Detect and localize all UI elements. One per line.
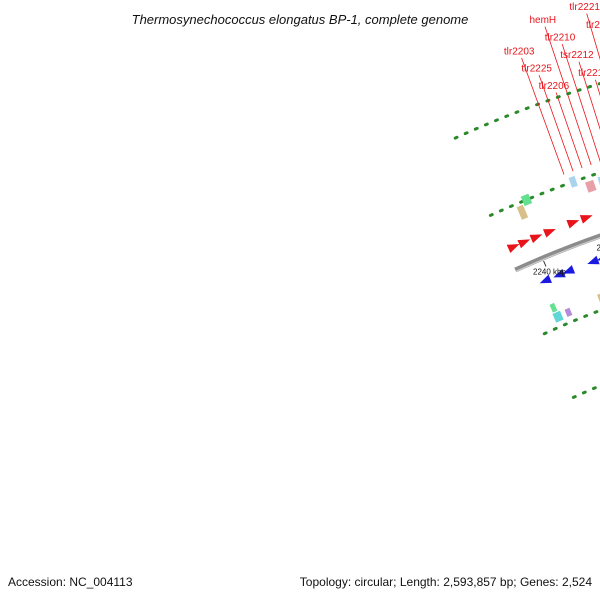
feature-tracks: [506, 175, 600, 323]
reverse-gene-arrow: [597, 257, 600, 261]
accession-label: Accession: NC_004113: [8, 575, 133, 589]
reverse-gene-arrow: [562, 265, 576, 274]
leader-line: [521, 57, 565, 175]
dotted-ring-3: [488, 171, 600, 217]
leader-line: [544, 26, 592, 166]
forward-gene-label: tlr2225: [521, 64, 552, 75]
forward-gene-arrow: [506, 244, 520, 253]
forward-gene-arrow: [566, 220, 580, 229]
leader-line: [561, 43, 600, 163]
tick-mark: [543, 260, 547, 267]
gene-labels: tlr2370tlr2368tlr2358tlr2348tlr2340tlr23…: [504, 2, 600, 92]
leader-line: [538, 74, 574, 172]
category-block: [552, 310, 564, 323]
category-block: [564, 307, 573, 317]
dotted-ring-1: [571, 384, 600, 399]
map-title: Thermosynechococcus elongatus BP-1, comp…: [132, 12, 469, 27]
forward-gene-label: tlr2210: [545, 32, 576, 43]
tick-label: 2240 kbp: [533, 268, 566, 277]
forward-gene-label: tlr2245: [586, 20, 600, 31]
genome-backbone: [514, 233, 600, 273]
forward-gene-label: tsr2212: [560, 50, 594, 61]
forward-gene-label: tlr2203: [504, 46, 535, 57]
leader-line: [578, 61, 600, 131]
category-block: [516, 204, 529, 220]
reverse-gene-arrow: [539, 274, 552, 284]
backbone-arc: [514, 233, 600, 273]
forward-gene-arrow: [529, 234, 543, 244]
category-block: [549, 302, 558, 313]
forward-gene-label: tlr2206: [539, 81, 570, 92]
category-block: [597, 293, 600, 303]
forward-gene-arrow: [579, 215, 593, 224]
reverse-gene-arrow: [587, 255, 600, 265]
label-leader-lines: [521, 13, 600, 175]
leader-line: [595, 79, 600, 97]
leader-line: [555, 92, 583, 169]
leader-line: [586, 13, 600, 61]
category-block: [520, 193, 533, 207]
reverse-gene-arrow: [553, 268, 566, 278]
forward-gene-arrow: [543, 229, 556, 238]
forward-gene-label: hemH: [529, 15, 556, 26]
category-block: [597, 176, 600, 186]
position-ticks: 2240 kbp2260 kbp2280 kbp2300 kbp2320 kbp…: [533, 244, 600, 277]
topology-label: Topology: circular; Length: 2,593,857 bp…: [300, 575, 593, 589]
tick-label: 2260 kbp: [596, 244, 600, 253]
forward-gene-label: tlr2217: [578, 68, 600, 79]
forward-gene-label: tlr2221: [569, 2, 600, 13]
category-block: [568, 175, 578, 188]
category-block: [585, 179, 597, 193]
forward-gene-arrow: [517, 239, 531, 249]
